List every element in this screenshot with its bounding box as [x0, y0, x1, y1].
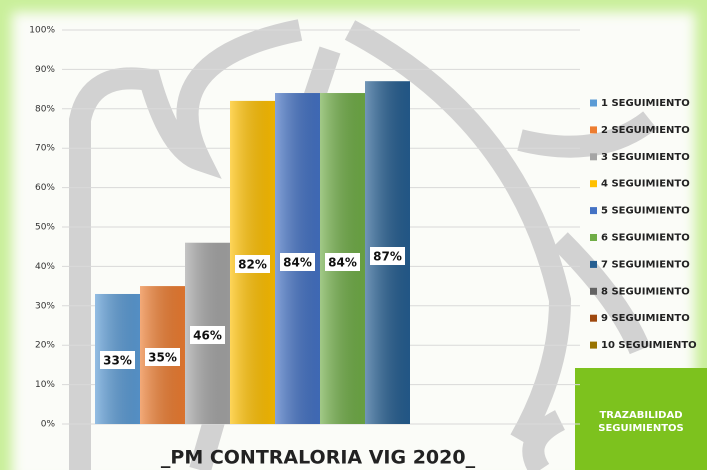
value-label-box: [370, 247, 405, 265]
legend-swatch: [590, 126, 597, 134]
value-label-box: [235, 255, 270, 273]
y-tick-label: 20%: [35, 341, 55, 351]
value-label: 46%: [193, 329, 222, 343]
legend-swatch: [590, 341, 597, 349]
legend-swatch: [590, 99, 597, 107]
legend-label: 10 SEGUIMIENTO: [601, 340, 697, 351]
y-tick-label: 0%: [41, 420, 56, 430]
value-label-box: [100, 351, 135, 369]
y-tick-label: 10%: [35, 380, 55, 390]
legend-label: 4 SEGUIMIENTO: [601, 179, 690, 190]
y-tick-label: 50%: [35, 223, 55, 233]
legend-swatch: [590, 260, 597, 268]
value-label: 84%: [283, 256, 312, 270]
legend-label: 5 SEGUIMIENTO: [601, 206, 690, 217]
legend-label: 3 SEGUIMIENTO: [601, 152, 690, 163]
legend-label: 9 SEGUIMIENTO: [601, 313, 690, 324]
legend-label: 7 SEGUIMIENTO: [601, 259, 690, 270]
legend-swatch: [590, 234, 597, 241]
chart-title: _PM CONTRALORIA VIG 2020_: [161, 447, 476, 469]
value-label-box: [325, 253, 360, 271]
value-label: 87%: [373, 250, 402, 264]
value-label-box: [190, 326, 225, 344]
value-label: 35%: [148, 351, 177, 365]
legend-label: 1 SEGUIMIENTO: [601, 98, 690, 109]
legend-swatch: [590, 287, 597, 295]
y-tick-label: 60%: [35, 183, 55, 193]
y-tick-label: 70%: [35, 144, 55, 154]
value-label: 33%: [103, 354, 132, 368]
value-label: 84%: [328, 256, 357, 270]
legend-swatch: [590, 153, 597, 161]
y-tick-label: 100%: [29, 26, 55, 36]
legend-swatch: [590, 180, 597, 188]
y-tick-label: 90%: [35, 65, 55, 75]
legend-label: 2 SEGUIMIENTO: [601, 125, 690, 136]
legend-label: 6 SEGUIMIENTO: [601, 233, 690, 244]
value-label: 82%: [238, 258, 267, 272]
legend-swatch: [590, 207, 597, 215]
legend-label: 8 SEGUIMIENTO: [601, 286, 690, 297]
y-tick-label: 80%: [35, 104, 55, 114]
y-tick-label: 40%: [35, 262, 55, 272]
value-label-box: [145, 348, 180, 366]
badge-box: [575, 368, 707, 470]
value-label-box: [280, 253, 315, 271]
badge: TRAZABILIDAD SEGUIMIENTOS: [598, 410, 683, 434]
legend-swatch: [590, 314, 597, 322]
y-tick-label: 30%: [35, 301, 55, 311]
